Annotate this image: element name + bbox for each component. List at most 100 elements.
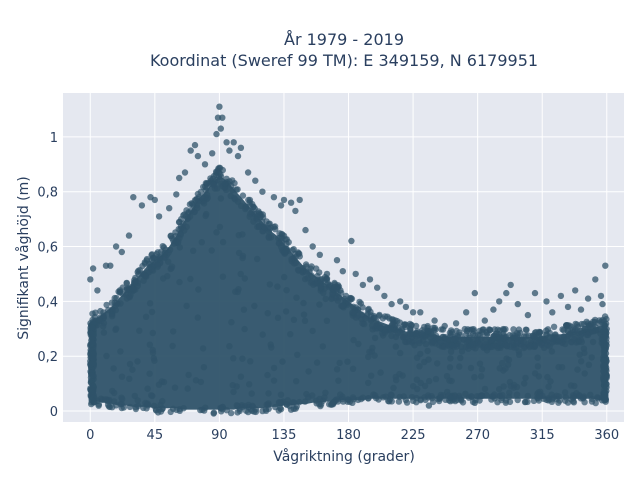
data-point bbox=[213, 229, 220, 236]
data-point bbox=[371, 314, 378, 321]
data-point-outlier bbox=[252, 177, 259, 184]
data-point bbox=[100, 329, 108, 336]
data-point bbox=[569, 326, 577, 333]
y-tick-label: 0,4 bbox=[37, 295, 58, 310]
data-point bbox=[425, 356, 432, 363]
data-point bbox=[104, 401, 112, 409]
data-point bbox=[274, 283, 281, 290]
data-point bbox=[252, 408, 260, 416]
data-point bbox=[281, 273, 288, 281]
data-point-outlier bbox=[496, 298, 503, 305]
data-point bbox=[365, 395, 372, 402]
data-point bbox=[160, 244, 168, 251]
data-point bbox=[430, 338, 437, 345]
data-point bbox=[536, 393, 543, 400]
point-cloud-mass bbox=[90, 175, 607, 410]
data-point bbox=[359, 394, 367, 401]
data-point bbox=[150, 355, 157, 362]
data-point bbox=[246, 196, 254, 204]
data-point bbox=[318, 283, 325, 290]
data-point bbox=[126, 403, 134, 411]
data-point bbox=[542, 337, 550, 344]
data-point bbox=[108, 311, 116, 318]
data-point bbox=[387, 326, 394, 333]
data-point bbox=[574, 323, 582, 330]
data-point bbox=[520, 344, 528, 352]
data-point bbox=[219, 166, 226, 174]
data-point-outlier bbox=[514, 300, 521, 308]
data-point-outlier bbox=[599, 300, 606, 308]
data-point bbox=[417, 350, 424, 358]
data-point-outlier bbox=[592, 276, 599, 283]
data-point-outlier bbox=[151, 196, 158, 204]
data-point bbox=[536, 339, 543, 346]
data-point bbox=[447, 355, 454, 362]
data-point bbox=[319, 343, 326, 350]
data-point bbox=[594, 394, 601, 401]
data-point bbox=[119, 290, 126, 298]
data-point bbox=[251, 302, 258, 310]
data-point bbox=[328, 401, 336, 408]
data-point bbox=[317, 278, 325, 285]
data-point bbox=[270, 223, 277, 231]
data-point bbox=[456, 329, 463, 336]
data-point bbox=[446, 377, 453, 384]
data-point bbox=[601, 313, 609, 320]
data-point bbox=[134, 397, 141, 404]
data-point-outlier bbox=[296, 196, 303, 204]
data-point bbox=[503, 342, 510, 350]
data-point bbox=[478, 392, 486, 399]
data-point bbox=[237, 270, 244, 278]
data-point-outlier bbox=[112, 243, 120, 250]
data-point bbox=[176, 218, 183, 226]
data-point bbox=[128, 285, 136, 292]
data-point-outlier bbox=[481, 317, 488, 324]
data-point bbox=[120, 404, 128, 411]
data-point bbox=[175, 238, 182, 245]
data-point bbox=[585, 361, 593, 368]
data-point bbox=[331, 279, 338, 287]
data-point bbox=[376, 323, 384, 330]
data-point bbox=[229, 382, 236, 389]
data-point bbox=[467, 364, 475, 372]
data-point-outlier bbox=[277, 202, 285, 209]
data-point bbox=[129, 366, 136, 373]
data-point bbox=[486, 326, 494, 334]
data-point bbox=[500, 383, 507, 390]
data-point-outlier bbox=[452, 320, 460, 327]
data-point bbox=[90, 382, 97, 390]
data-point-outlier bbox=[549, 309, 556, 316]
data-point bbox=[270, 364, 278, 372]
data-point bbox=[534, 363, 542, 370]
data-point bbox=[424, 347, 431, 355]
data-point bbox=[446, 364, 454, 371]
data-point bbox=[350, 396, 357, 403]
data-point bbox=[602, 396, 609, 403]
data-point bbox=[230, 355, 237, 362]
data-point bbox=[347, 294, 355, 302]
data-point-outlier bbox=[441, 322, 448, 330]
data-point-outlier bbox=[87, 276, 94, 283]
data-point bbox=[146, 341, 153, 348]
data-point bbox=[188, 200, 195, 207]
data-point bbox=[386, 398, 393, 405]
data-point bbox=[358, 311, 365, 318]
data-point-outlier bbox=[125, 232, 133, 239]
data-point bbox=[603, 325, 610, 333]
data-point bbox=[168, 263, 176, 270]
data-point-outlier bbox=[557, 292, 565, 300]
data-point bbox=[276, 399, 283, 406]
data-point bbox=[247, 358, 254, 365]
data-point bbox=[236, 407, 243, 415]
data-point bbox=[333, 285, 341, 293]
data-point-outlier bbox=[577, 306, 585, 313]
data-point bbox=[89, 324, 96, 331]
data-point-outlier bbox=[130, 194, 137, 201]
data-point bbox=[274, 314, 282, 321]
data-point-outlier bbox=[216, 103, 223, 110]
data-point bbox=[203, 191, 211, 198]
data-point bbox=[329, 289, 336, 297]
data-point bbox=[514, 396, 521, 404]
data-point bbox=[429, 398, 437, 406]
data-point bbox=[369, 344, 376, 352]
